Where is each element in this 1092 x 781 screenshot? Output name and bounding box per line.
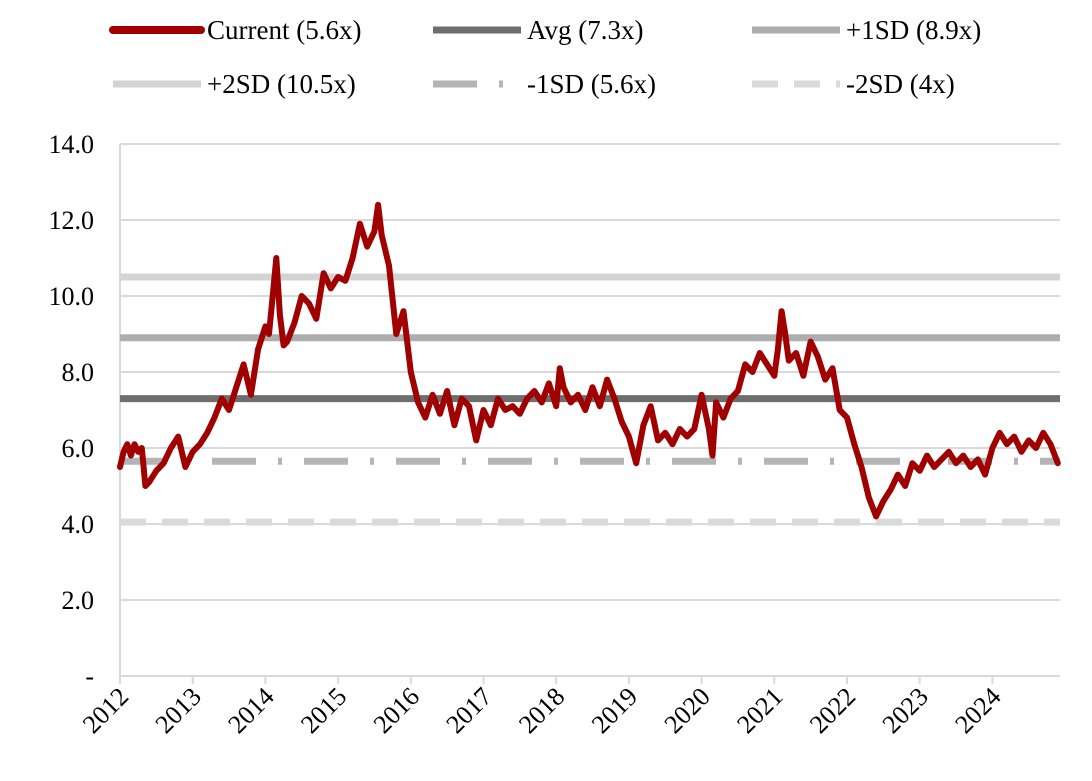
x-tick-label-2022: 2022: [804, 682, 861, 739]
y-tick-label-2: 2.0: [62, 586, 95, 615]
data-series: [117, 201, 1061, 520]
y-tick-label-10: 10.0: [49, 282, 95, 311]
legend-label-2sd-4x: -2SD (4x): [846, 69, 955, 99]
x-tick-label-2014: 2014: [222, 682, 279, 739]
x-tick-label-2019: 2019: [586, 682, 643, 739]
x-tick-label-2024: 2024: [949, 682, 1006, 739]
y-tick-label-6: 6.0: [62, 434, 95, 463]
x-tick-label-2018: 2018: [513, 682, 570, 739]
y-tick-label-4: 4.0: [62, 510, 95, 539]
y-tick-label-14: 14.0: [49, 130, 95, 159]
y-tick-label-0: -: [85, 662, 94, 691]
x-tick-label-2015: 2015: [295, 682, 352, 739]
x-tick-label-2016: 2016: [368, 682, 425, 739]
x-tick-label-2013: 2013: [150, 682, 207, 739]
y-tick-label-12: 12.0: [49, 206, 95, 235]
horizontal-gridlines: [120, 143, 1060, 601]
legend-label-2sd-10-5x: +2SD (10.5x): [207, 69, 356, 99]
y-tick-label-8: 8.0: [62, 358, 95, 387]
series-line-current: [117, 201, 1061, 520]
x-tick-label-2020: 2020: [659, 682, 716, 739]
legend-label-avg-7-3x: Avg (7.3x): [527, 15, 643, 45]
x-tick-label-2021: 2021: [731, 682, 788, 739]
x-axis-tick-labels: 2012 2013 2014 2015 2016 2017 2018 2019 2020 2021…: [77, 682, 1007, 739]
legend-label-1sd-5-6x: -1SD (5.6x): [527, 69, 656, 99]
chart-axes: [119, 144, 1060, 684]
y-axis-tick-labels: - 2.0 4.0 6.0 8.0 10.0 12.0 14.0: [49, 130, 95, 691]
legend-label-current-5-6x: Current (5.6x): [207, 15, 361, 45]
chart-legend: Current (5.6x) Avg (7.3x) +1SD (8.9x) +2SD …: [109, 15, 981, 99]
x-tick-label-2023: 2023: [877, 682, 934, 739]
legend-label-1sd-8-9x: +1SD (8.9x): [846, 15, 981, 45]
x-tick-label-2017: 2017: [440, 682, 497, 739]
